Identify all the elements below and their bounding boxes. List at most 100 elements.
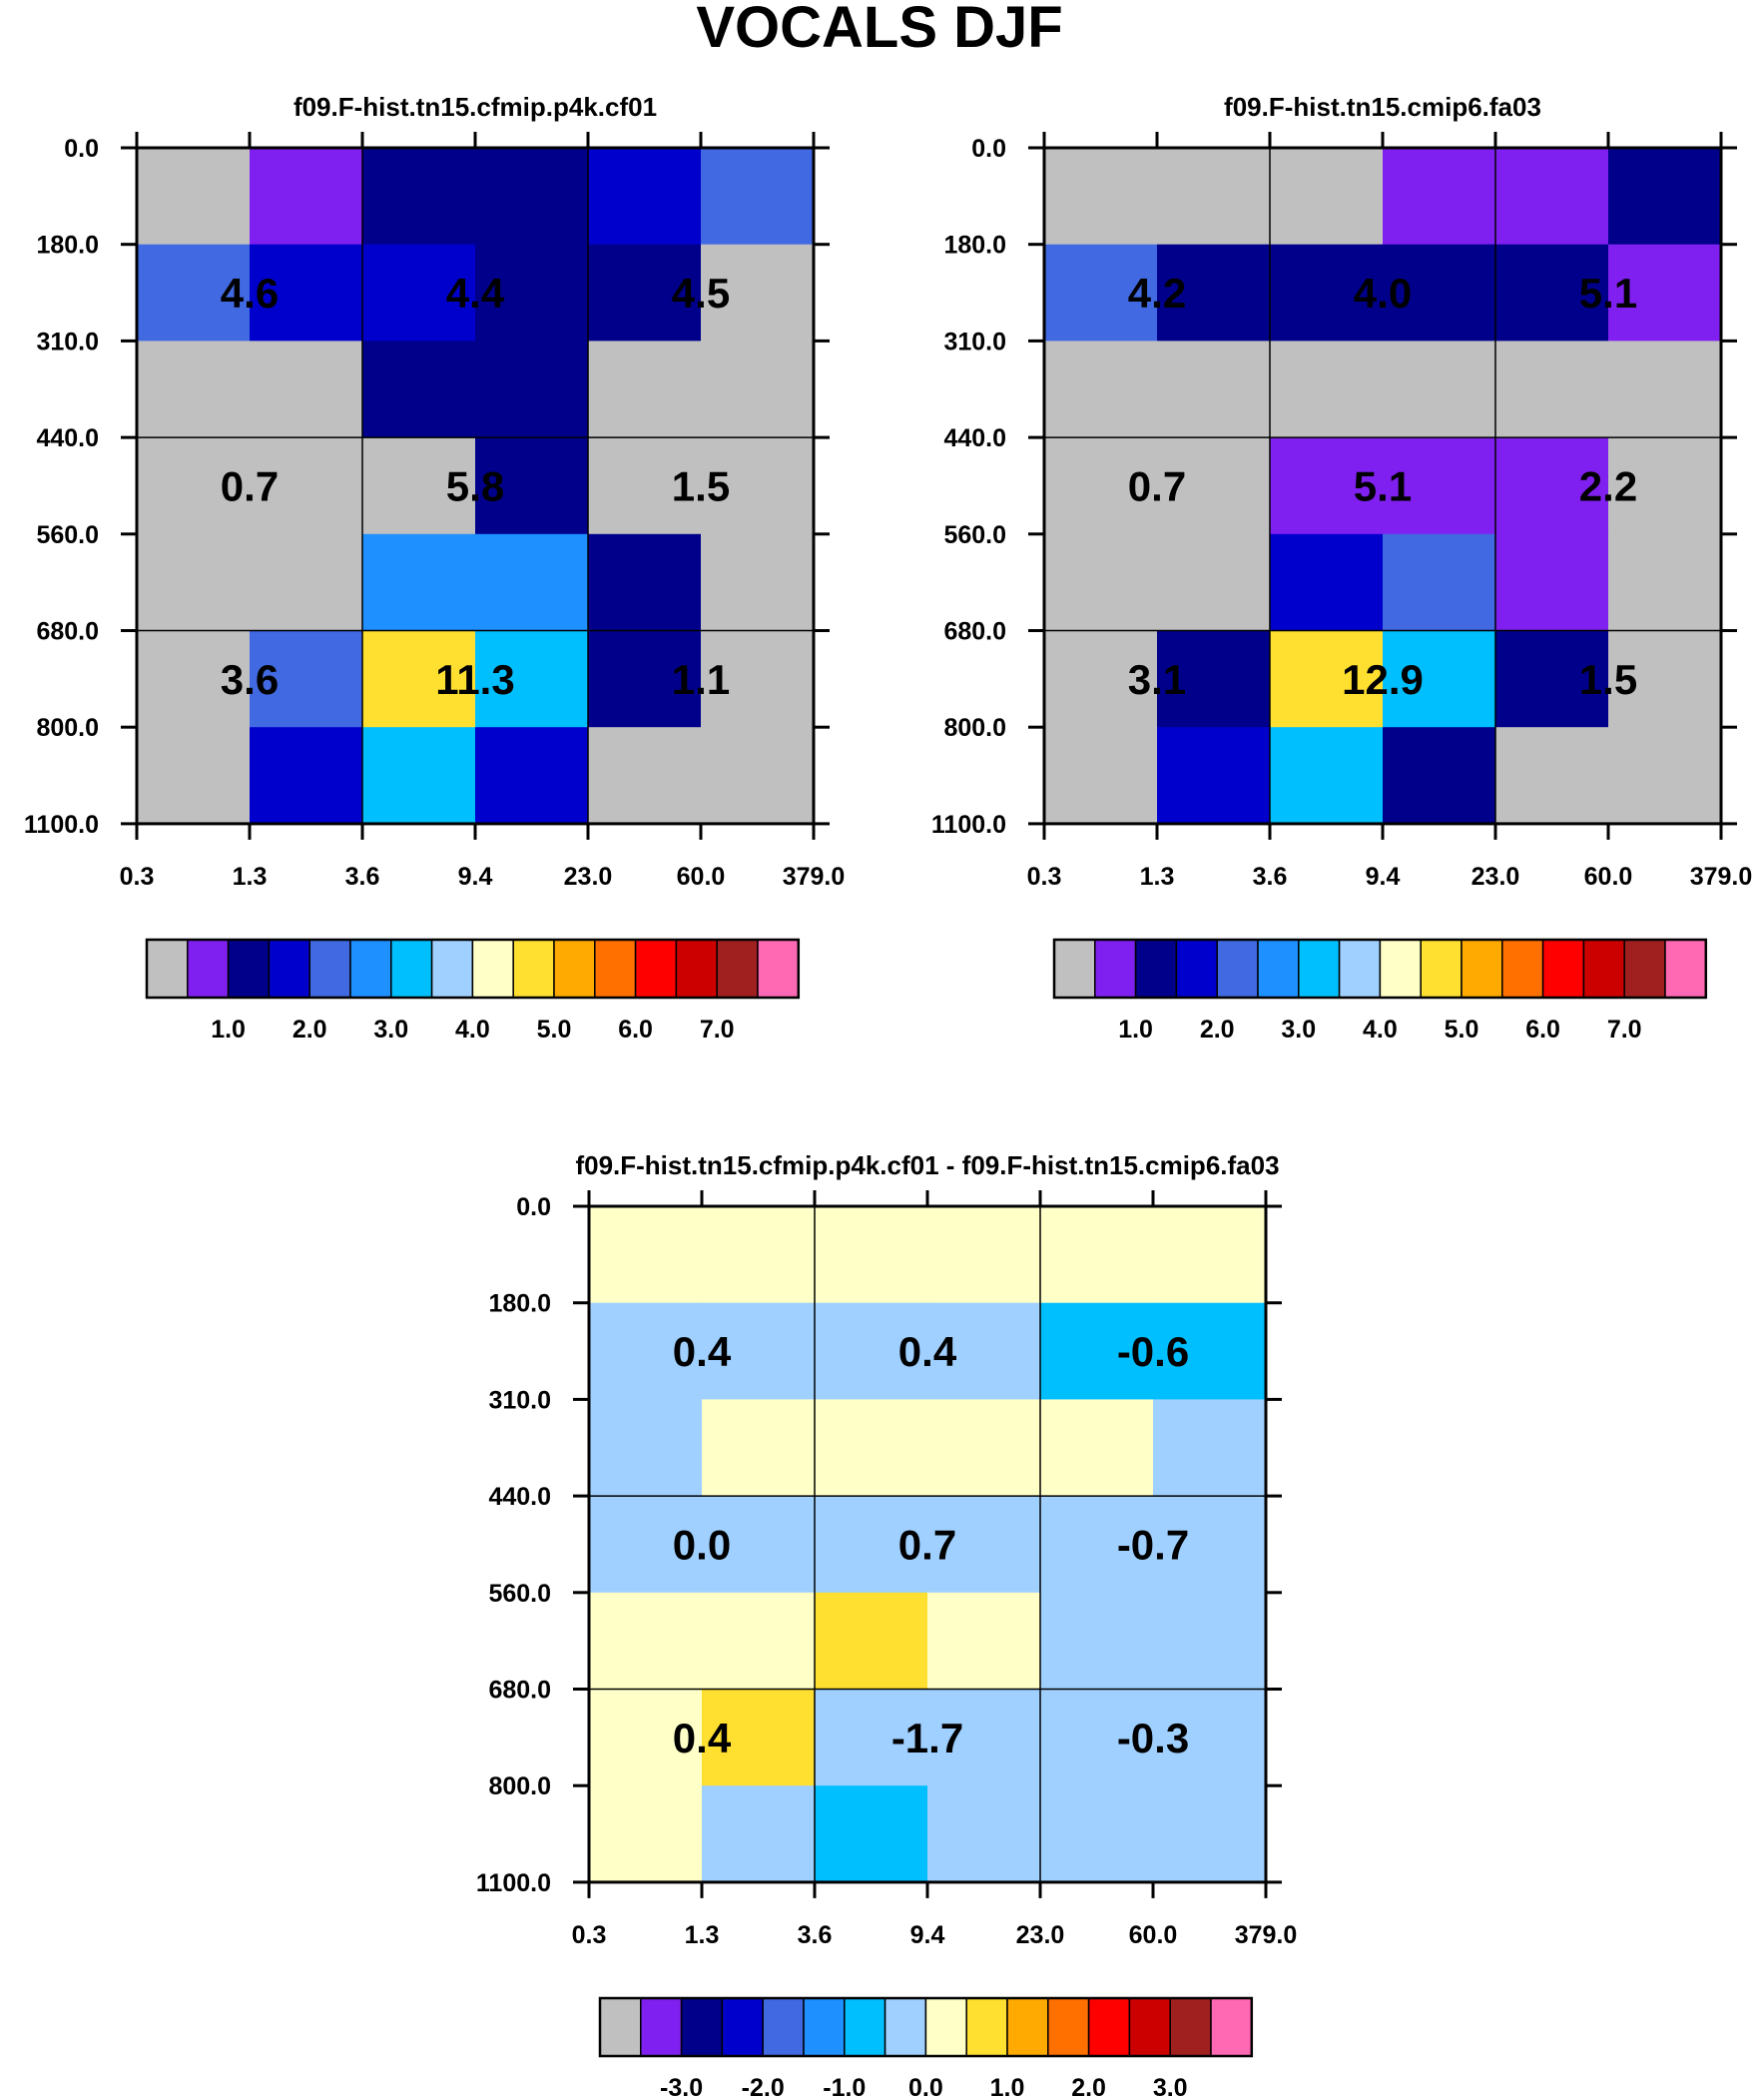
heatmap-cell bbox=[137, 341, 251, 438]
colorbar-swatch bbox=[1094, 939, 1137, 999]
heatmap-cell bbox=[589, 1302, 703, 1400]
y-tick-label: 680.0 bbox=[943, 618, 1006, 646]
heatmap-cell bbox=[362, 437, 476, 535]
heatmap-cell bbox=[927, 1399, 1041, 1497]
heatmap-cell bbox=[815, 1689, 928, 1786]
y-tick-label: 800.0 bbox=[943, 714, 1006, 742]
heatmap-cell bbox=[362, 148, 476, 246]
heatmap-cell bbox=[589, 1206, 703, 1304]
heatmap-cell bbox=[927, 1592, 1041, 1691]
colorbar-label: 2.0 bbox=[1071, 2074, 1106, 2100]
cell-value-label: 3.1 bbox=[1128, 656, 1186, 703]
heatmap-cell bbox=[137, 244, 251, 342]
heatmap-cell bbox=[1157, 148, 1271, 246]
colorbar-swatch bbox=[1128, 1997, 1171, 2057]
heatmap-cell bbox=[702, 1399, 816, 1497]
y-tick-label: 310.0 bbox=[943, 328, 1006, 355]
colorbar-swatch bbox=[430, 939, 474, 999]
cell-value-label: 1.1 bbox=[672, 656, 730, 703]
heatmap-cell bbox=[250, 341, 363, 438]
colorbar-label: 4.0 bbox=[455, 1016, 490, 1044]
cell-value-label: 5.1 bbox=[1579, 270, 1637, 317]
heatmap-cell bbox=[475, 341, 589, 438]
heatmap-cell bbox=[1608, 437, 1722, 535]
heatmap-cell bbox=[701, 341, 815, 438]
heatmap-cell bbox=[250, 533, 363, 632]
y-tick-label: 440.0 bbox=[943, 424, 1006, 452]
heatmap-cell bbox=[702, 1206, 816, 1304]
heatmap-cell bbox=[1044, 533, 1158, 632]
heatmap-cell bbox=[1153, 1689, 1267, 1786]
heatmap-cell bbox=[475, 630, 589, 728]
heatmap-cell bbox=[589, 1496, 703, 1594]
heatmap-cell bbox=[1040, 1399, 1154, 1497]
heatmap-cell bbox=[1153, 1496, 1267, 1594]
y-tick-label: 1100.0 bbox=[931, 811, 1006, 839]
x-tick-label: 1.3 bbox=[685, 1921, 720, 1949]
heatmap-cell bbox=[475, 148, 589, 246]
y-tick-label: 0.0 bbox=[64, 135, 99, 163]
colorbar-label: 3.0 bbox=[1281, 1016, 1316, 1044]
heatmap-cell bbox=[1383, 148, 1496, 246]
x-tick-label: 23.0 bbox=[1471, 863, 1520, 891]
colorbar-label: 7.0 bbox=[1607, 1016, 1642, 1044]
heatmap-cell bbox=[701, 727, 815, 825]
heatmap-cell bbox=[1044, 341, 1158, 438]
colorbar-swatch bbox=[187, 939, 230, 999]
heatmap-cell bbox=[1495, 437, 1609, 535]
x-tick-label: 379.0 bbox=[1235, 1921, 1298, 1949]
heatmap-cell bbox=[815, 1399, 928, 1497]
heatmap-cell bbox=[702, 1302, 816, 1400]
heatmap-cell bbox=[1383, 341, 1496, 438]
heatmap-cell bbox=[1153, 1592, 1267, 1691]
heatmap-cell bbox=[1270, 341, 1384, 438]
colorbar-swatch bbox=[680, 1997, 724, 2057]
heatmap-cell bbox=[1383, 630, 1496, 728]
colorbar-label: 2.0 bbox=[293, 1016, 327, 1044]
cell-value-label: 4.0 bbox=[1354, 270, 1412, 317]
colorbar-swatch bbox=[1087, 1997, 1131, 2057]
heatmap-cell bbox=[815, 1302, 928, 1400]
heatmap-cell bbox=[702, 1496, 816, 1594]
y-tick-label: 440.0 bbox=[36, 424, 99, 452]
cell-value-label: -0.6 bbox=[1117, 1328, 1189, 1375]
colorbar-swatch bbox=[762, 1997, 805, 2057]
cell-value-label: 1.5 bbox=[672, 462, 730, 509]
cell-value-label: 2.2 bbox=[1579, 462, 1637, 509]
x-tick-label: 60.0 bbox=[677, 863, 726, 891]
heatmap-cell bbox=[1383, 244, 1496, 342]
colorbar-label: 3.0 bbox=[373, 1016, 408, 1044]
heatmap-cell bbox=[1157, 244, 1271, 342]
heatmap-cell bbox=[362, 244, 476, 342]
x-tick-label: 9.4 bbox=[1366, 863, 1401, 891]
heatmap-cell bbox=[1157, 727, 1271, 825]
heatmap-cell bbox=[1608, 341, 1722, 438]
colorbar-swatch bbox=[227, 939, 271, 999]
colorbar-swatch bbox=[965, 1997, 1008, 2057]
x-tick-label: 3.6 bbox=[345, 863, 380, 891]
heatmap-cell bbox=[701, 437, 815, 535]
cell-value-label: -0.7 bbox=[1117, 1521, 1189, 1568]
cell-value-label: 0.7 bbox=[898, 1521, 956, 1568]
heatmap-cell bbox=[475, 244, 589, 342]
y-tick-label: 1100.0 bbox=[24, 811, 99, 839]
y-tick-label: 800.0 bbox=[488, 1772, 551, 1800]
heatmap-cell bbox=[1608, 148, 1722, 246]
heatmap-cell bbox=[701, 630, 815, 728]
x-tick-label: 379.0 bbox=[783, 863, 846, 891]
colorbar-swatch bbox=[1134, 939, 1178, 999]
heatmap-cell bbox=[362, 727, 476, 825]
heatmap-cell bbox=[589, 1592, 703, 1691]
figure-title: VOCALS DJF bbox=[696, 0, 1062, 60]
y-tick-label: 680.0 bbox=[488, 1677, 551, 1705]
heatmap-cell bbox=[1040, 1302, 1154, 1400]
heatmap-cell bbox=[1040, 1496, 1154, 1594]
heatmap-cell bbox=[1608, 630, 1722, 728]
colorbar-swatch bbox=[1047, 1997, 1090, 2057]
heatmap-cell bbox=[1270, 727, 1384, 825]
colorbar-swatch bbox=[349, 939, 392, 999]
colorbar-swatch bbox=[1298, 939, 1341, 999]
colorbar-swatch bbox=[803, 1997, 846, 2057]
heatmap-cell bbox=[1157, 533, 1271, 632]
colorbar-swatch bbox=[1582, 939, 1625, 999]
